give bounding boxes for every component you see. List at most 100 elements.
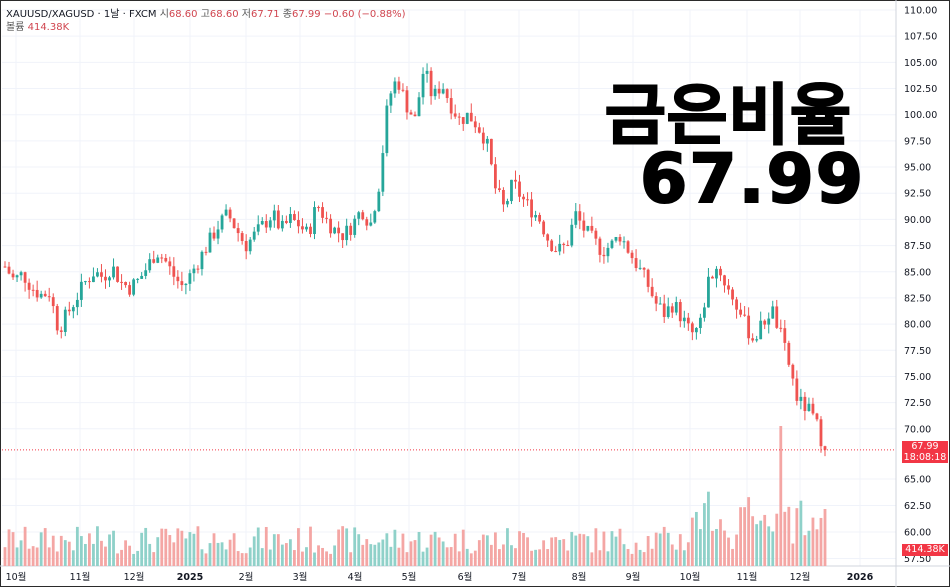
volume-bar [582, 534, 586, 566]
volume-bar [377, 542, 381, 566]
candle-body [803, 396, 807, 412]
volume-bar [276, 534, 280, 566]
candle-body [799, 396, 803, 401]
candle-body [317, 207, 320, 209]
candle-body [224, 209, 228, 216]
volume-bar [498, 549, 501, 566]
volume-bar [19, 540, 23, 566]
volume-bar [477, 540, 481, 566]
candle-body [204, 251, 208, 253]
candle-body [47, 296, 51, 298]
candle-body [622, 241, 626, 243]
y-tick-label: 105.00 [904, 58, 937, 69]
volume-bar [558, 539, 562, 566]
volume-bar [489, 544, 493, 566]
volume-bar [373, 544, 377, 566]
candle-body [276, 210, 280, 229]
volume-bar [337, 529, 341, 566]
candle-body [264, 221, 268, 228]
volume-bar [727, 537, 730, 566]
candle-body [767, 318, 771, 325]
candle-body [546, 234, 550, 241]
candle-body [815, 413, 819, 420]
volume-bar [626, 548, 630, 566]
candle-body [88, 281, 91, 283]
candle-body [313, 207, 316, 235]
candle-body [823, 446, 827, 450]
candle-body [389, 93, 393, 106]
candle-body [144, 270, 148, 276]
candle-body [232, 218, 236, 229]
candle-body [325, 217, 328, 219]
candle-body [610, 240, 614, 248]
y-tick-label: 60.00 [904, 528, 931, 539]
candle-body [345, 225, 349, 241]
candle-body [598, 238, 602, 255]
candle-body [506, 201, 509, 205]
volume-bar [132, 553, 136, 566]
candle-body [71, 307, 75, 312]
volume-bar [799, 500, 803, 566]
volume-bar [63, 540, 67, 566]
candle-body [461, 117, 465, 124]
x-tick-label: 2월 [239, 571, 254, 583]
y-tick-label: 75.00 [904, 372, 931, 383]
candle-body [514, 179, 517, 182]
last-price: 67.99 [911, 441, 939, 452]
volume-badge: 414.38K [902, 544, 948, 556]
volume-bar [715, 528, 718, 566]
volume-bar [401, 533, 405, 566]
volume-bar [735, 534, 738, 566]
candle-body [104, 276, 107, 281]
volume-bar [100, 540, 103, 566]
x-tick-label: 10월 [680, 571, 701, 583]
volume-bar [425, 547, 429, 566]
volume-bar [634, 542, 638, 566]
candle-body [108, 277, 111, 281]
candle-body [751, 338, 755, 341]
candle-body [566, 244, 570, 246]
candle-body [385, 105, 389, 154]
volume-bar [618, 528, 622, 566]
candle-body [160, 257, 164, 259]
volume-bar [232, 533, 236, 566]
x-tick-label: 12월 [124, 571, 145, 583]
candle-body [59, 330, 63, 332]
candle-body [67, 309, 71, 312]
volume-bar [783, 511, 787, 566]
volume-bar [674, 549, 678, 566]
candle-body [694, 328, 698, 333]
candle-body [453, 113, 457, 117]
candle-body [441, 89, 445, 94]
volume-bar [256, 527, 260, 566]
volume-bar [313, 552, 316, 566]
candle-body [288, 214, 292, 223]
candle-body [481, 132, 485, 144]
low-value: 67.71 [250, 9, 280, 20]
candle-body [63, 309, 67, 332]
candle-body [156, 257, 160, 263]
volume-bar [140, 532, 144, 566]
volume-bar [301, 551, 304, 566]
candle-body [373, 211, 377, 223]
volume-bar [7, 529, 11, 566]
candle-body [333, 227, 337, 234]
candle-body [83, 281, 87, 283]
candle-body [409, 112, 413, 115]
volume-bar [546, 549, 550, 566]
candle-body [15, 275, 19, 278]
candle-body [755, 339, 759, 341]
candle-body [425, 70, 429, 74]
candle-body [136, 278, 140, 280]
volume-bar [465, 548, 469, 566]
candle-body [27, 282, 31, 290]
volume-bar [779, 426, 783, 566]
candle-body [590, 225, 594, 231]
candle-body [192, 268, 196, 274]
volume-bar [586, 536, 590, 566]
candle-body [469, 112, 473, 122]
chart-header-ohlc: XAUUSD/XAGUSD · 1날 · FXCM 시68.60 고68.60 … [6, 5, 406, 20]
volume-bar [168, 535, 172, 566]
candle-body [196, 268, 200, 270]
